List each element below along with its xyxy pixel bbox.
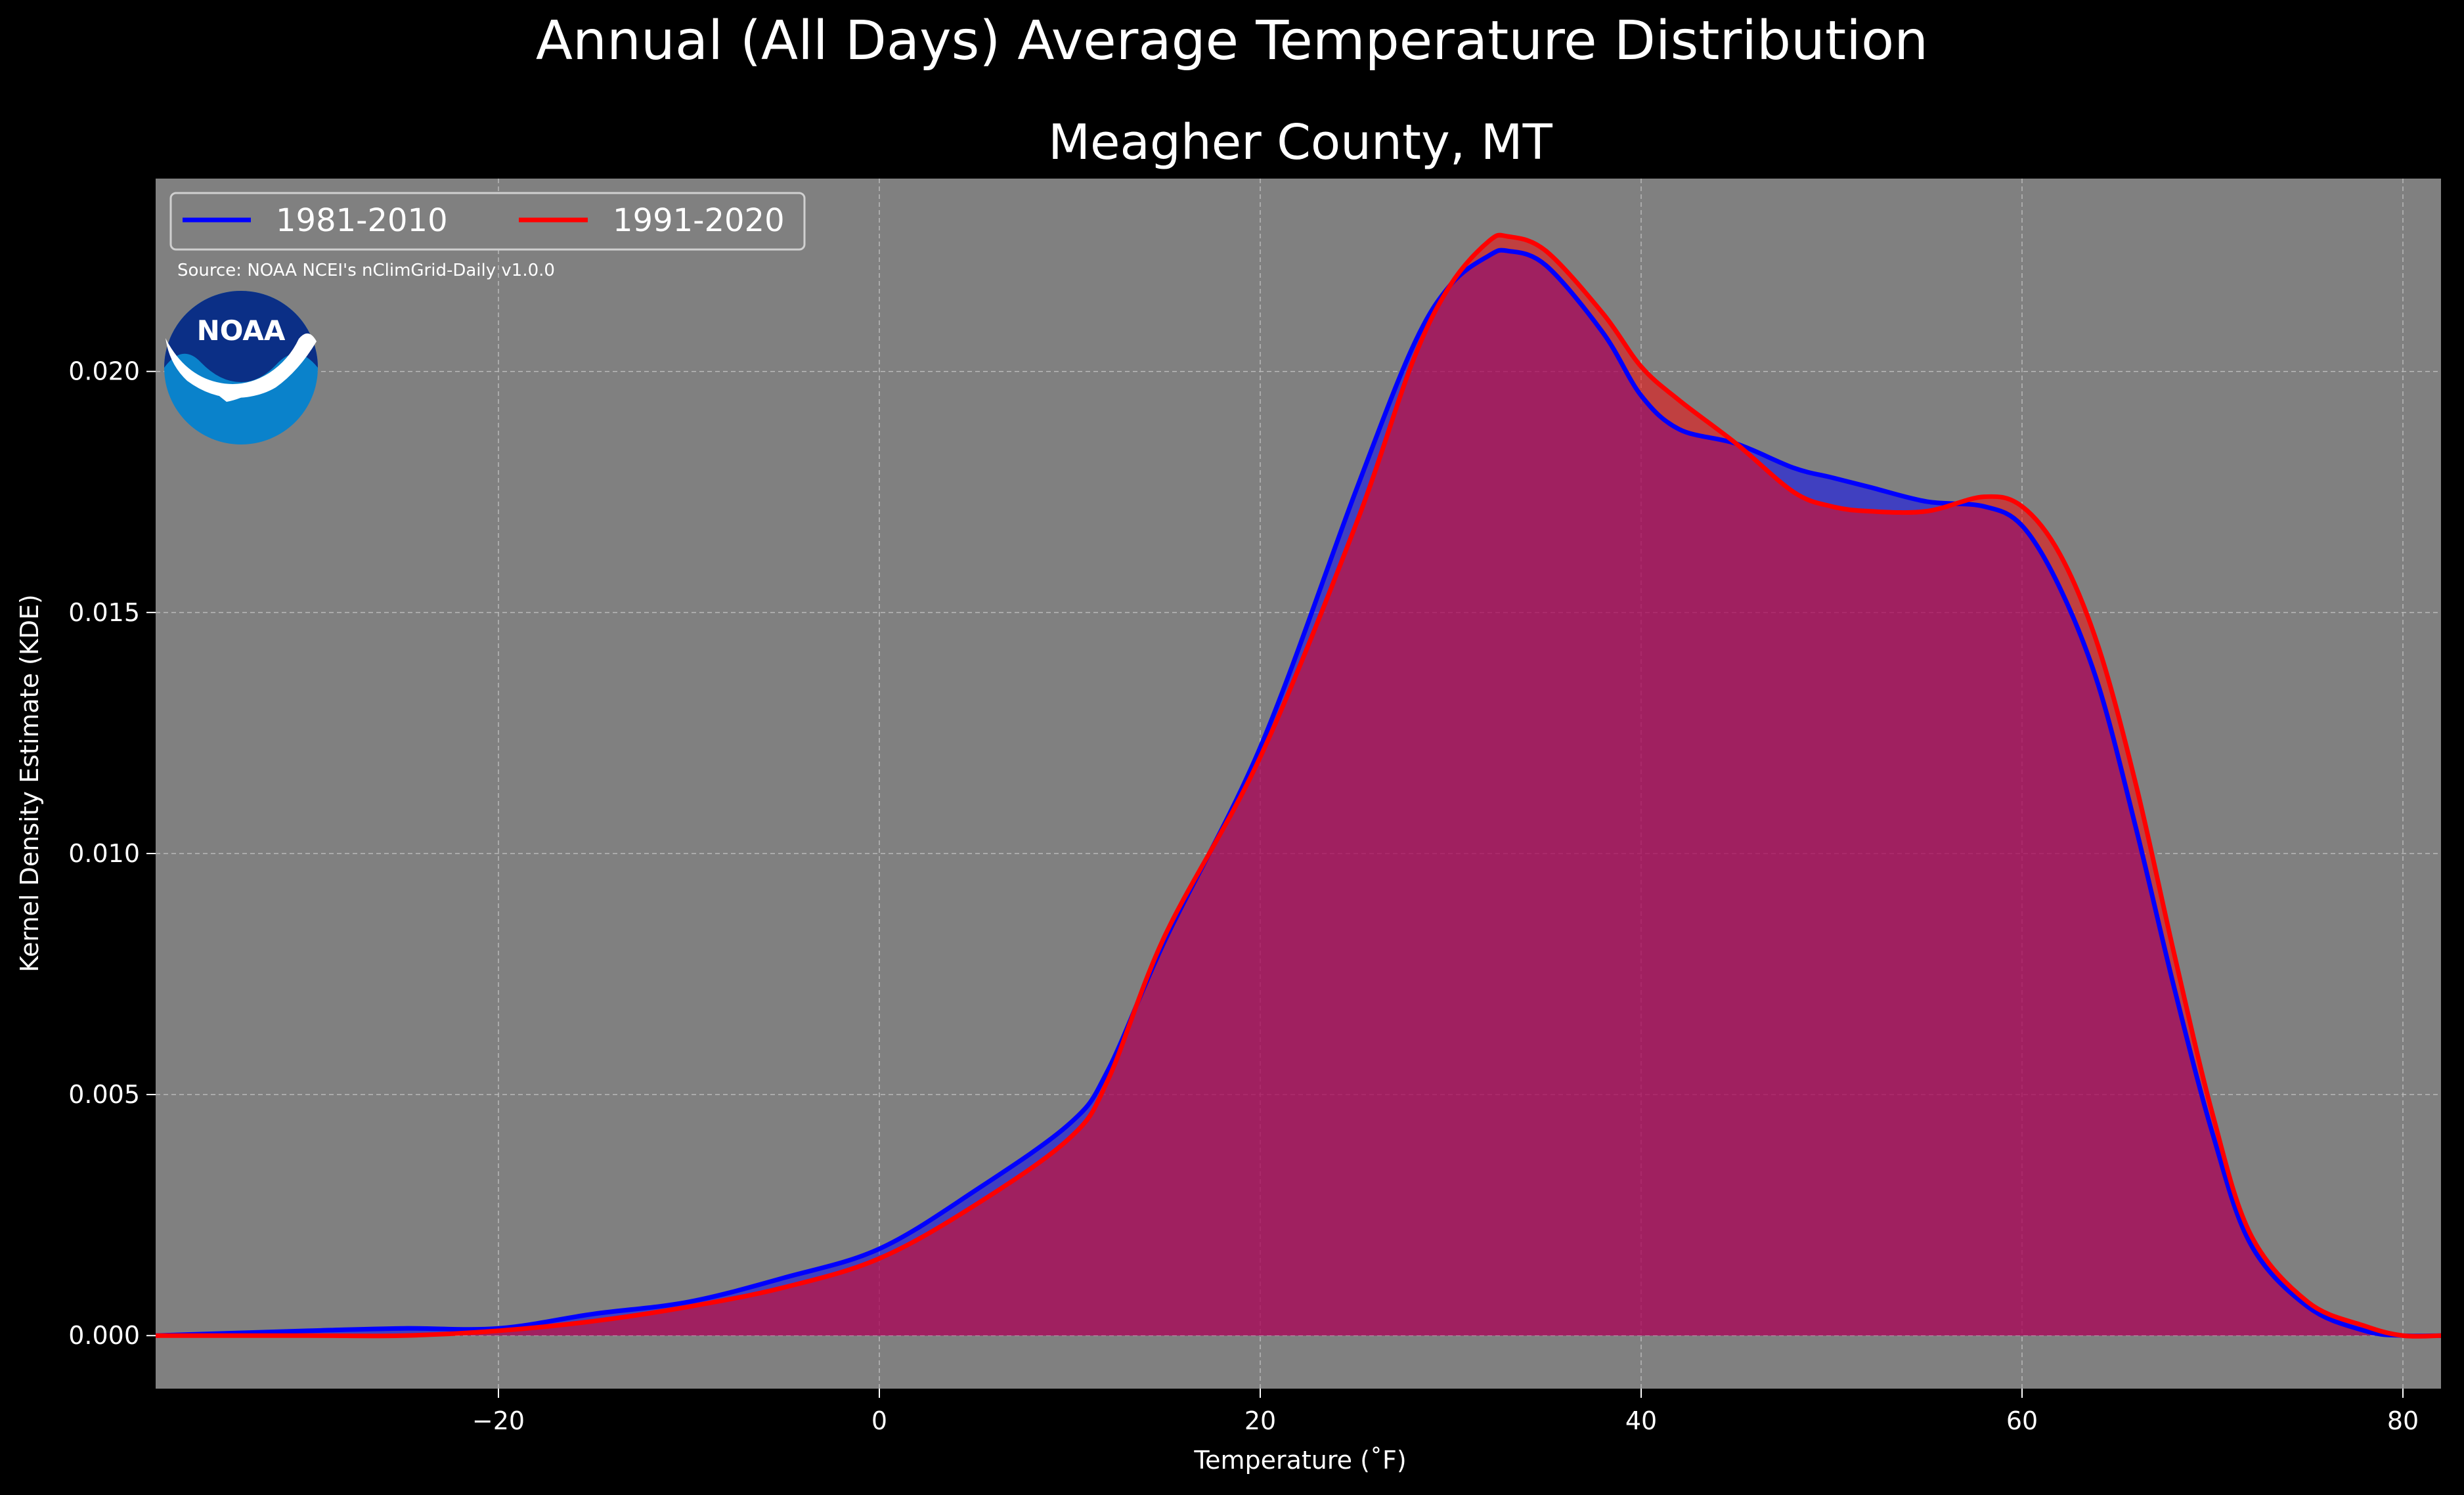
x-tick-label: −20 xyxy=(472,1406,525,1435)
line-series-1981-2010 xyxy=(155,248,2442,1339)
line-series-1991-2020 xyxy=(155,232,2442,1339)
y-axis-label: Kernel Density Estimate (KDE) xyxy=(15,594,44,972)
y-tick-label: 0.010 xyxy=(68,839,140,868)
x-axis-label: Temperature (˚F) xyxy=(1193,1446,1406,1475)
x-tick-label: 40 xyxy=(1625,1406,1657,1435)
figure-suptitle: Annual (All Days) Average Temperature Di… xyxy=(536,10,1928,72)
y-axis-ticks: 0.000 0.005 0.010 0.015 0.020 xyxy=(68,357,156,1350)
legend: 1981-2010 1991-2020 xyxy=(169,192,806,251)
x-axis-ticks: −20 0 20 40 60 80 xyxy=(472,1389,2419,1435)
area-fill-1991-2020 xyxy=(156,235,2441,1337)
x-tick-label: 60 xyxy=(2006,1406,2038,1435)
legend-label-1981-2010: 1981-2010 xyxy=(276,202,448,239)
x-tick-label: 0 xyxy=(871,1406,887,1435)
legend-box xyxy=(169,192,806,251)
y-tick-label: 0.015 xyxy=(68,598,140,627)
series-lines xyxy=(155,232,2442,1339)
y-tick-label: 0.000 xyxy=(68,1321,140,1350)
noaa-logo: NOAA xyxy=(164,291,318,444)
chart-title: Meagher County, MT xyxy=(1048,114,1553,171)
x-tick-label: 80 xyxy=(2387,1406,2419,1435)
source-note: Source: NOAA NCEI's nClimGrid-Daily v1.0… xyxy=(177,261,555,280)
y-tick-label: 0.020 xyxy=(68,357,140,386)
noaa-logo-text: NOAA xyxy=(197,314,286,347)
series-fills xyxy=(156,235,2441,1337)
x-tick-label: 20 xyxy=(1244,1406,1276,1435)
legend-label-1991-2020: 1991-2020 xyxy=(613,202,785,239)
y-tick-label: 0.005 xyxy=(68,1080,140,1109)
